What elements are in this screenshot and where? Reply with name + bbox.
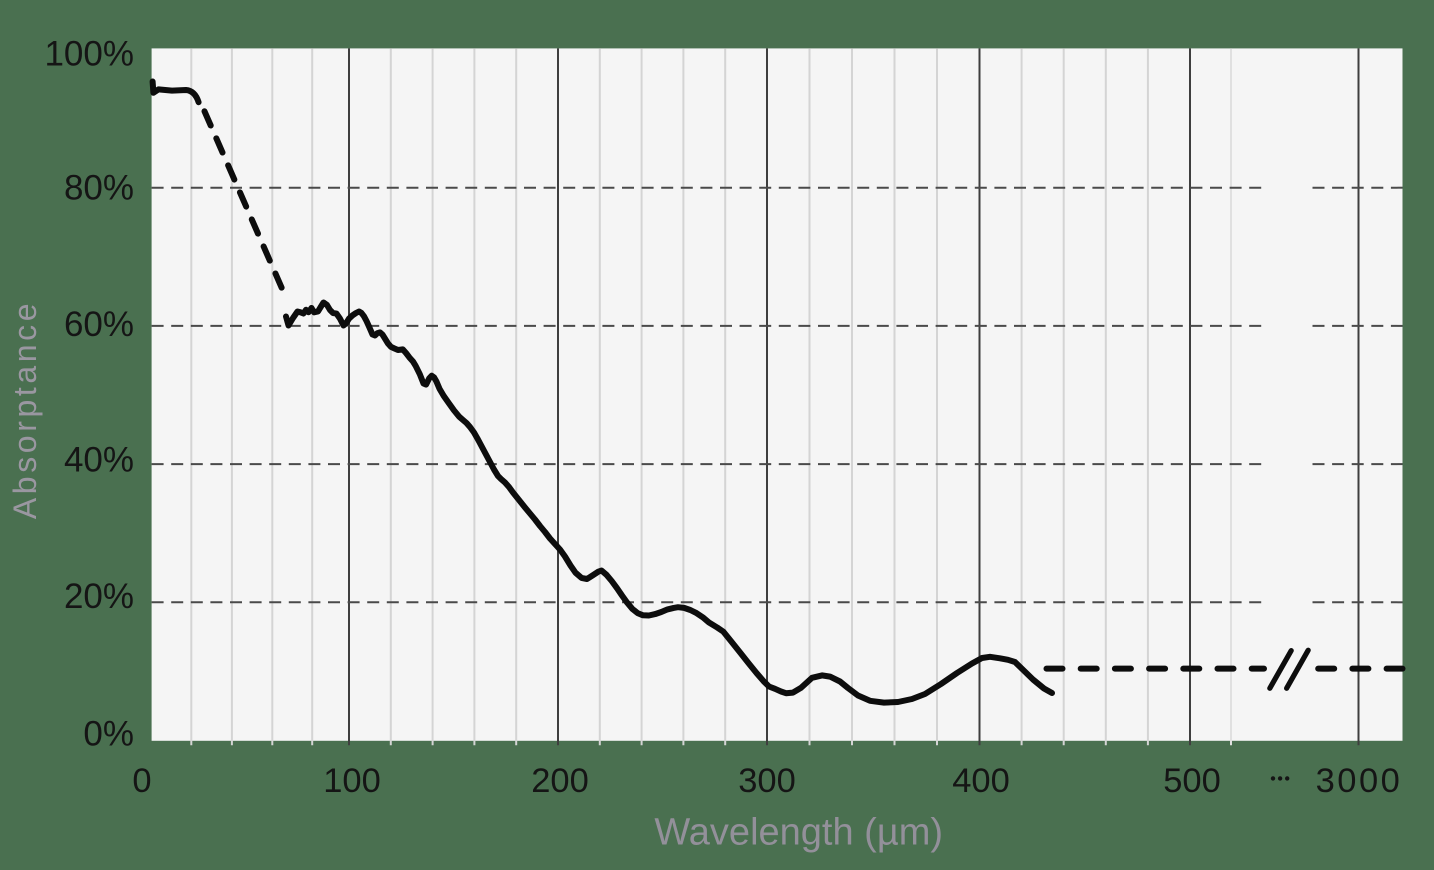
svg-text:100: 100 bbox=[323, 762, 381, 800]
svg-text:200: 200 bbox=[531, 762, 589, 800]
svg-text:20%: 20% bbox=[64, 577, 134, 616]
svg-text:100%: 100% bbox=[44, 35, 134, 74]
svg-text:500: 500 bbox=[1163, 762, 1221, 800]
svg-text:Absorptance: Absorptance bbox=[7, 300, 43, 519]
svg-text:300: 300 bbox=[738, 762, 796, 800]
svg-text:0%: 0% bbox=[83, 715, 134, 754]
svg-text:80%: 80% bbox=[64, 169, 134, 208]
svg-text:60%: 60% bbox=[64, 305, 134, 344]
svg-text:3000: 3000 bbox=[1316, 762, 1403, 800]
svg-text:Wavelength (µm): Wavelength (µm) bbox=[654, 811, 943, 853]
svg-text:40%: 40% bbox=[64, 440, 134, 479]
svg-text:400: 400 bbox=[952, 762, 1010, 800]
svg-text:0: 0 bbox=[132, 762, 151, 800]
